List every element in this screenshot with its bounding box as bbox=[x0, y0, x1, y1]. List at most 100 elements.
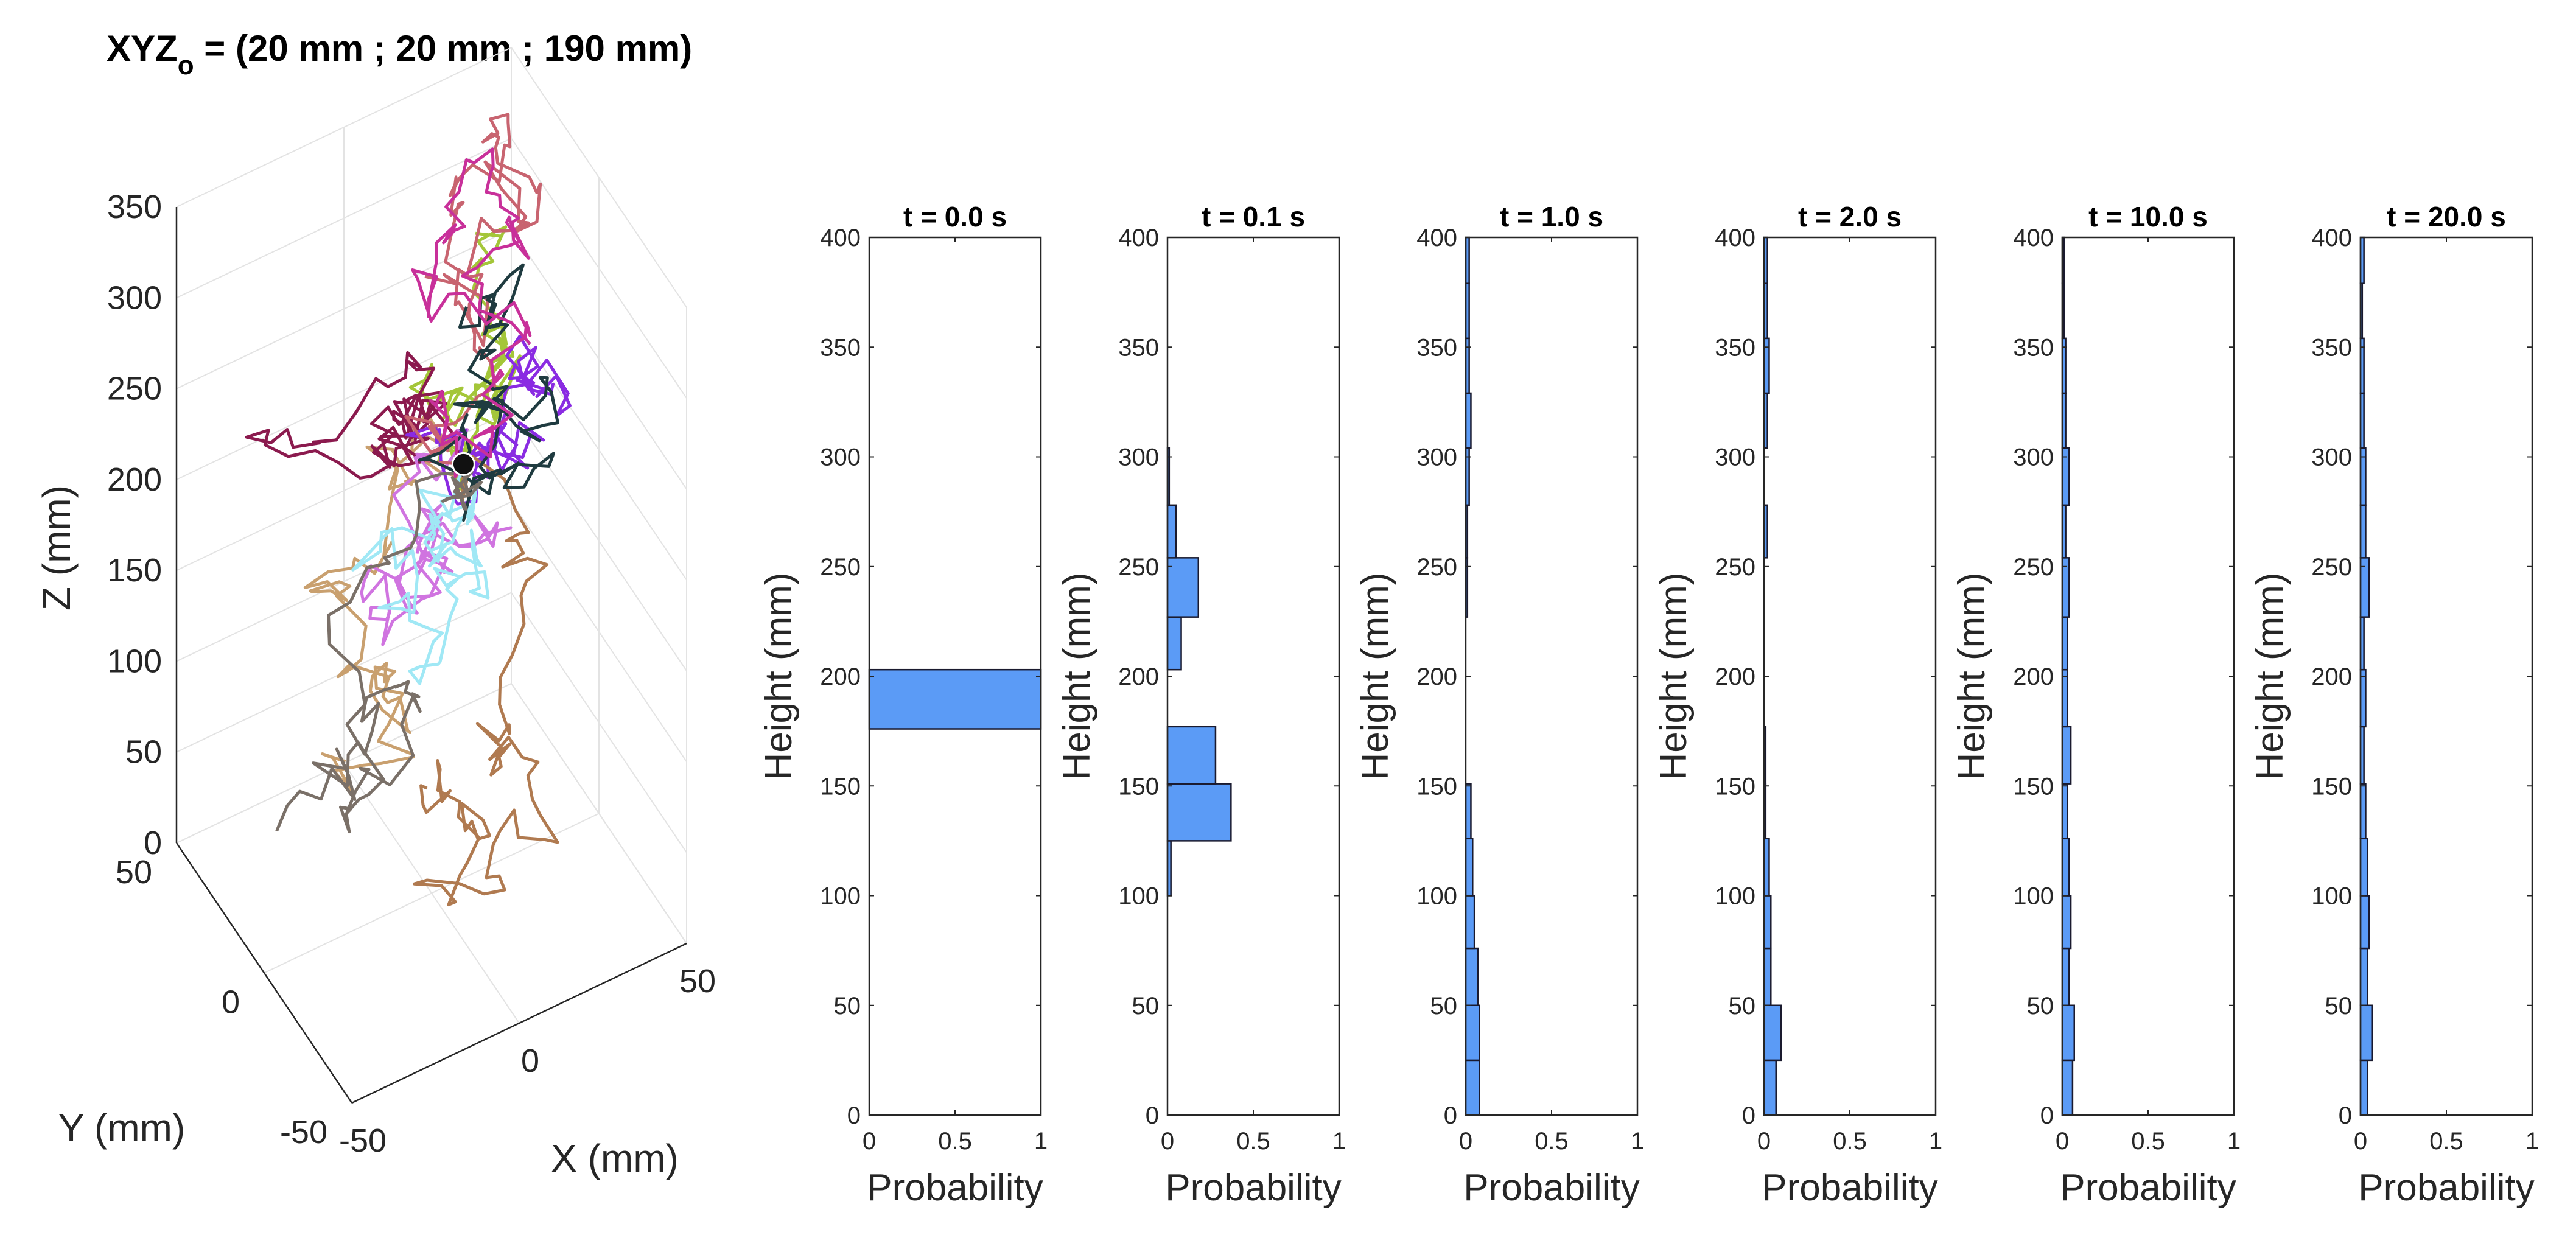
histogram-bar bbox=[1763, 1004, 1782, 1062]
y-tick-label: 0 bbox=[222, 984, 240, 1021]
histogram-bar bbox=[2359, 838, 2368, 897]
histogram-bar bbox=[1465, 947, 1479, 1007]
histogram-panel: t = 1.0 s 0 50 100 150 200 250 300 350 400 0 0.5 1 Pr… bbox=[1354, 201, 1644, 1209]
trajectory-line bbox=[351, 462, 490, 685]
panel-frame bbox=[1166, 236, 1340, 1116]
x-axis-label: Probability bbox=[2358, 1167, 2534, 1209]
histogram-bar bbox=[2061, 726, 2072, 785]
x-axis-label: Probability bbox=[1463, 1167, 1639, 1209]
y-axis-line bbox=[175, 842, 353, 1104]
trajectory-line bbox=[413, 455, 559, 907]
histogram-bar bbox=[2061, 616, 2068, 671]
y-tick-label: 50 bbox=[1430, 993, 1458, 1020]
histogram-panel: t = 10.0 s 0 50 100 150 200 250 300 350 400 0 0.5 1 P… bbox=[1951, 201, 2241, 1209]
y-tick-label: 400 bbox=[820, 225, 861, 251]
y-tick-label: 100 bbox=[820, 883, 861, 910]
y-tick-label: 350 bbox=[1118, 334, 1159, 361]
y-tick-label: 350 bbox=[820, 334, 861, 361]
x-axis-line bbox=[351, 942, 687, 1104]
x-axis-label: Probability bbox=[867, 1167, 1043, 1209]
panel-frame bbox=[2061, 236, 2235, 1116]
y-tick-label: 0 bbox=[1742, 1102, 1755, 1129]
z-axis-label: Z (mm) bbox=[35, 485, 79, 611]
y-tick-label: 200 bbox=[2013, 663, 2054, 690]
y-tick-label: 400 bbox=[1118, 225, 1159, 251]
x-tick-label: 0.5 bbox=[1236, 1128, 1270, 1155]
y-tick-label: 300 bbox=[2013, 444, 2054, 471]
x-tick-label: -50 bbox=[339, 1122, 387, 1159]
histogram-bar bbox=[2359, 947, 2368, 1007]
z-tick-label: 100 bbox=[107, 643, 162, 679]
histogram-bar bbox=[1763, 1059, 1777, 1116]
y-tick-label: 100 bbox=[2013, 883, 2054, 910]
y-tick-label: 300 bbox=[1416, 444, 1457, 471]
histogram-bar bbox=[1166, 783, 1232, 842]
trajectory-3d-plot: XYZo = (20 mm ; 20 mm ; 190 mm) 0 50 100 15… bbox=[35, 28, 716, 1180]
y-tick-label: 400 bbox=[1416, 225, 1457, 251]
histogram-bar bbox=[2061, 947, 2070, 1007]
x-tick-label: 1 bbox=[1929, 1128, 1942, 1155]
histogram-bar bbox=[1465, 783, 1472, 840]
z-tick-label: 50 bbox=[125, 734, 162, 771]
panel-title: t = 1.0 s bbox=[1500, 201, 1603, 233]
histogram-panel: t = 20.0 s 0 50 100 150 200 250 300 350 400 0 0.5 1 P… bbox=[2249, 201, 2539, 1209]
histogram-bar bbox=[2359, 783, 2367, 840]
histogram-bar bbox=[2359, 895, 2370, 950]
histogram-bar bbox=[1465, 392, 1472, 449]
y-tick-label: 0 bbox=[1444, 1102, 1457, 1129]
plot3d-title: XYZo = (20 mm ; 20 mm ; 190 mm) bbox=[107, 28, 692, 80]
y-tick-label: 400 bbox=[2013, 225, 2054, 251]
x-tick-label: 0 bbox=[863, 1128, 876, 1155]
trajectory-line bbox=[405, 334, 572, 506]
y-tick-label: 350 bbox=[2311, 334, 2352, 361]
y-tick-label: 400 bbox=[1715, 225, 1755, 251]
x-tick-label: 0 bbox=[521, 1043, 539, 1079]
x-tick-label: 50 bbox=[679, 963, 716, 999]
histogram-bar bbox=[2061, 1004, 2075, 1062]
y-tick-label: 200 bbox=[1416, 663, 1457, 690]
y-tick-label: 0 bbox=[847, 1102, 861, 1129]
y-tick-label: 50 bbox=[2027, 993, 2054, 1020]
panel-title: t = 0.1 s bbox=[1202, 201, 1305, 233]
y-axis-label: Height (mm) bbox=[1354, 572, 1396, 780]
histogram-panel: t = 2.0 s 0 50 100 150 200 250 300 350 400 0 0.5 1 Pr… bbox=[1653, 201, 1942, 1209]
y-tick-label: 50 bbox=[116, 854, 152, 890]
panel-title: t = 20.0 s bbox=[2387, 201, 2506, 233]
histogram-bar bbox=[1166, 504, 1177, 559]
z-tick-label: 150 bbox=[107, 552, 162, 589]
y-tick-label: 0 bbox=[2339, 1102, 2352, 1129]
y-tick-label: 250 bbox=[1118, 554, 1159, 581]
panel-title: t = 2.0 s bbox=[1798, 201, 1902, 233]
y-tick-label: 50 bbox=[1132, 993, 1160, 1020]
plot3d-box bbox=[175, 47, 687, 1104]
plot3d-title-subscript: o bbox=[178, 51, 194, 80]
histogram-bar bbox=[1763, 895, 1772, 950]
panel-frame bbox=[1763, 236, 1937, 1116]
x-axis-label: Probability bbox=[1165, 1167, 1341, 1209]
x-axis-label: Probability bbox=[1762, 1167, 1937, 1209]
x-tick-label: 0 bbox=[1459, 1128, 1472, 1155]
x-tick-label: 0.5 bbox=[1833, 1128, 1867, 1155]
histogram-bar bbox=[2061, 783, 2068, 840]
y-tick-label: 350 bbox=[2013, 334, 2054, 361]
histogram-bar bbox=[1465, 1004, 1480, 1062]
y-tick-label: 300 bbox=[2311, 444, 2352, 471]
x-axis-label: Probability bbox=[2060, 1167, 2236, 1209]
z-tick-label: 200 bbox=[107, 461, 162, 498]
x-tick-label: 1 bbox=[1034, 1128, 1048, 1155]
x-tick-label: 0 bbox=[1757, 1128, 1771, 1155]
y-tick-label: 0 bbox=[1146, 1102, 1159, 1129]
histogram-bar bbox=[1763, 838, 1770, 897]
x-tick-label: 0 bbox=[2056, 1128, 2069, 1155]
plot3d-title-rest: = (20 mm ; 20 mm ; 190 mm) bbox=[194, 28, 693, 69]
y-tick-label: 250 bbox=[1715, 554, 1755, 581]
y-tick-label: 50 bbox=[2325, 993, 2353, 1020]
x-tick-label: 1 bbox=[2227, 1128, 2241, 1155]
panel-title: t = 10.0 s bbox=[2088, 201, 2208, 233]
y-tick-label: 200 bbox=[2311, 663, 2352, 690]
y-axis-label: Height (mm) bbox=[1653, 572, 1695, 780]
histogram-bar bbox=[1465, 895, 1475, 950]
